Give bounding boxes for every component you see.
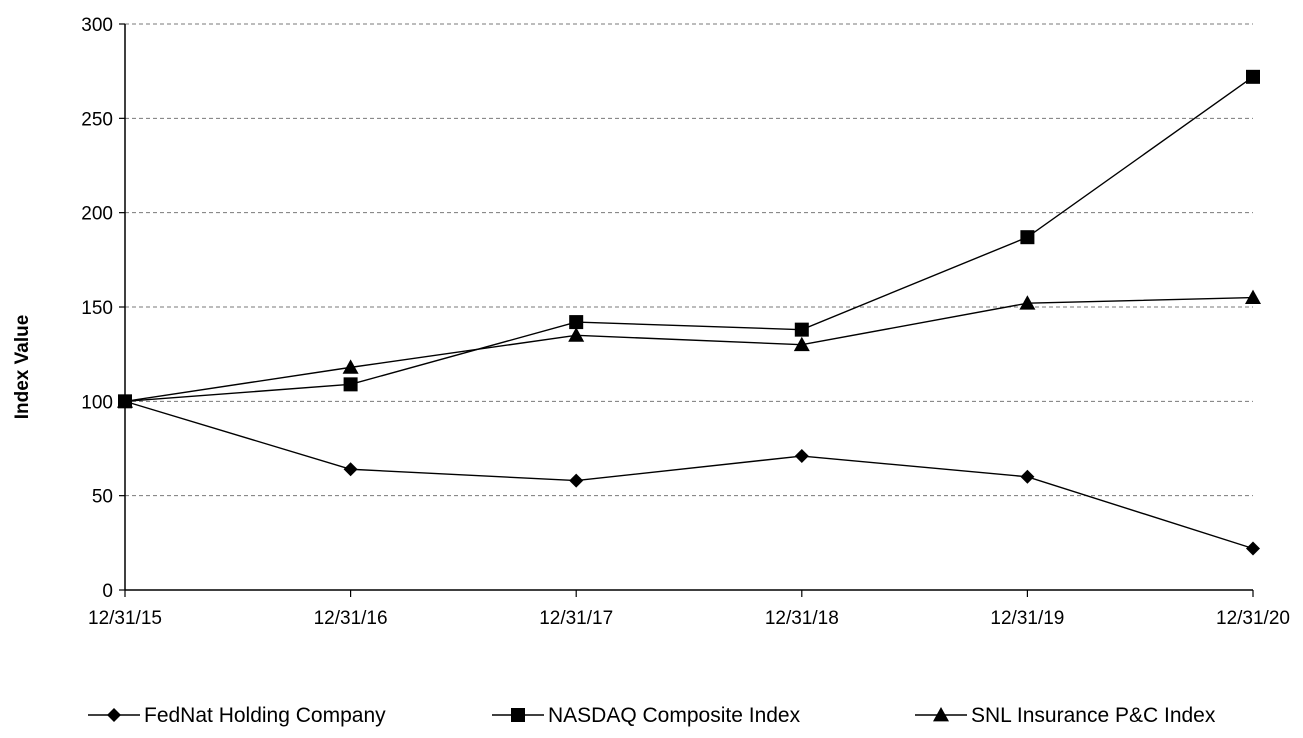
y-tick-label: 100 [81, 392, 113, 413]
x-tick-label: 12/31/18 [765, 608, 839, 629]
data-point-diamond [343, 462, 358, 477]
axes [119, 23, 1254, 597]
data-point-diamond [1020, 469, 1035, 484]
data-point-square [1020, 230, 1035, 245]
data-point-triangle [1245, 289, 1261, 304]
series-line [124, 76, 1254, 403]
series-diamond [118, 394, 1260, 556]
data-point-square [794, 322, 809, 337]
y-tick-labels: 0 50 100 150 200 250 300 [81, 15, 113, 602]
y-tick-label: 0 [102, 581, 113, 602]
data-point-diamond [794, 449, 809, 464]
data-point-triangle [793, 336, 810, 352]
data-point-diamond [1246, 541, 1260, 556]
legend-item: NASDAQ Composite Index [492, 704, 801, 727]
legend-marker-triangle [933, 707, 949, 722]
gridlines [125, 23, 1253, 497]
y-axis-title: Index Value [12, 315, 33, 420]
x-tick-label: 12/31/19 [990, 608, 1064, 629]
series-square [118, 69, 1260, 409]
legend-label: NASDAQ Composite Index [548, 704, 801, 727]
data-point-triangle [568, 327, 585, 342]
y-tick-label: 50 [92, 487, 113, 508]
series-triangle [117, 289, 1261, 408]
y-tick-label: 250 [81, 109, 113, 130]
x-tick-labels: 12/31/15 12/31/16 12/31/17 12/31/18 12/31/19… [88, 608, 1290, 629]
x-tick-label: 12/31/17 [539, 608, 613, 629]
x-tick-label: 12/31/16 [314, 608, 388, 629]
legend-marker-diamond [107, 708, 121, 722]
y-tick-label: 300 [81, 15, 113, 36]
legend-label: FedNat Holding Company [144, 704, 386, 727]
data-point-diamond [569, 473, 584, 488]
y-tick-label: 150 [81, 298, 113, 319]
legend-item: FedNat Holding Company [88, 704, 386, 727]
legend-item: SNL Insurance P&C Index [915, 704, 1216, 727]
legend-marker-square [511, 708, 525, 722]
data-point-square [343, 377, 358, 392]
data-point-triangle [342, 359, 359, 374]
series-line [124, 400, 1254, 550]
series-line [124, 296, 1254, 403]
x-tick-label: 12/31/20 [1216, 608, 1290, 629]
series-group [117, 69, 1261, 556]
data-point-triangle [117, 393, 133, 408]
data-point-square [1246, 69, 1260, 84]
legend-label: SNL Insurance P&C Index [971, 704, 1216, 727]
data-point-square [569, 315, 584, 330]
data-point-triangle [1019, 295, 1036, 310]
y-tick-label: 200 [81, 204, 113, 225]
x-tick-label: 12/31/15 [88, 608, 162, 629]
legend: FedNat Holding Company NASDAQ Composite I… [88, 704, 1216, 727]
